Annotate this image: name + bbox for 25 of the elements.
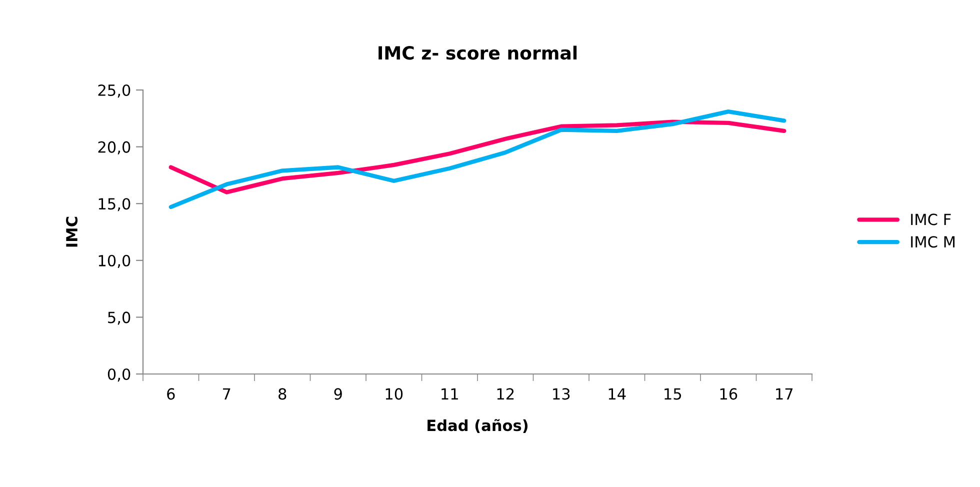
x-tick-label: 15	[664, 388, 682, 400]
y-axis-title: IMC	[66, 216, 78, 247]
y-tick-label: 25,0	[98, 84, 130, 98]
legend-label: IMC F	[911, 214, 951, 226]
x-tick-label: 17	[776, 388, 793, 400]
legend-label: IMC M	[911, 236, 955, 248]
line-series	[168, 120, 786, 194]
y-tick-label: 15,0	[98, 198, 130, 212]
x-tick-label: 16	[720, 388, 738, 400]
x-tick-label: 6	[167, 388, 175, 400]
x-tick-label: 14	[608, 388, 626, 400]
x-tick-label: 11	[442, 388, 458, 400]
x-tick-label: 8	[278, 388, 286, 400]
y-tick-label: 0,0	[108, 368, 130, 382]
x-tick-label: 9	[334, 388, 342, 400]
y-tick-label: 5,0	[108, 312, 130, 325]
y-tick-label: 10,0	[98, 254, 130, 268]
line-series	[168, 110, 786, 210]
x-axis-title: Edad (años)	[428, 419, 528, 433]
x-tick-label: 7	[223, 388, 230, 400]
x-tick-label: 12	[497, 388, 514, 400]
x-tick-label: 10	[386, 388, 403, 400]
chart-title: IMC z- score normal	[378, 46, 577, 60]
x-tick-label: 13	[553, 388, 570, 400]
y-tick-label: 20,0	[98, 141, 130, 154]
